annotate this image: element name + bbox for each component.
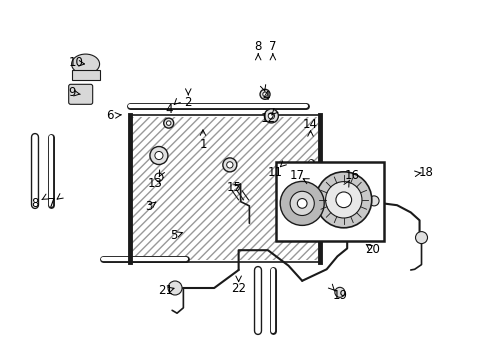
Text: 8: 8 — [31, 197, 39, 210]
Circle shape — [226, 162, 232, 168]
Circle shape — [335, 192, 351, 208]
Circle shape — [155, 173, 163, 181]
Bar — [71, 70, 100, 80]
Circle shape — [325, 181, 361, 218]
Text: 4: 4 — [164, 103, 172, 116]
Circle shape — [155, 152, 163, 159]
Bar — [276, 162, 383, 241]
Circle shape — [163, 118, 173, 128]
Circle shape — [280, 181, 324, 225]
Text: 7: 7 — [47, 197, 55, 210]
FancyBboxPatch shape — [68, 84, 93, 104]
Text: 21: 21 — [158, 284, 172, 297]
Circle shape — [166, 121, 171, 125]
Text: 22: 22 — [231, 282, 245, 295]
Text: 5: 5 — [169, 229, 177, 242]
Circle shape — [289, 191, 314, 216]
Circle shape — [268, 113, 274, 119]
Circle shape — [223, 158, 236, 172]
Circle shape — [260, 89, 269, 99]
Text: 17: 17 — [289, 169, 304, 182]
Bar — [132, 117, 317, 260]
Text: 1: 1 — [199, 138, 206, 150]
Circle shape — [168, 281, 182, 295]
Circle shape — [368, 196, 378, 206]
Text: 11: 11 — [267, 166, 282, 179]
Text: 18: 18 — [418, 166, 433, 179]
Circle shape — [150, 147, 167, 165]
Text: 6: 6 — [106, 109, 114, 122]
Text: 12: 12 — [260, 112, 275, 125]
Text: 13: 13 — [148, 177, 163, 190]
Text: 8: 8 — [254, 40, 262, 53]
Circle shape — [262, 92, 267, 96]
Text: 15: 15 — [226, 181, 241, 194]
Circle shape — [415, 231, 427, 244]
Circle shape — [334, 287, 344, 297]
Circle shape — [315, 172, 371, 228]
Text: 4: 4 — [262, 90, 270, 103]
Text: 14: 14 — [303, 118, 317, 131]
Circle shape — [264, 109, 278, 123]
Text: 7: 7 — [268, 40, 276, 53]
Ellipse shape — [71, 54, 100, 74]
Text: 9: 9 — [68, 86, 76, 99]
Text: 16: 16 — [344, 169, 359, 182]
Text: 10: 10 — [68, 57, 83, 69]
Text: 19: 19 — [332, 289, 346, 302]
Text: 2: 2 — [184, 96, 192, 109]
Text: 20: 20 — [365, 243, 379, 256]
Text: 3: 3 — [145, 201, 153, 213]
Circle shape — [297, 199, 306, 208]
